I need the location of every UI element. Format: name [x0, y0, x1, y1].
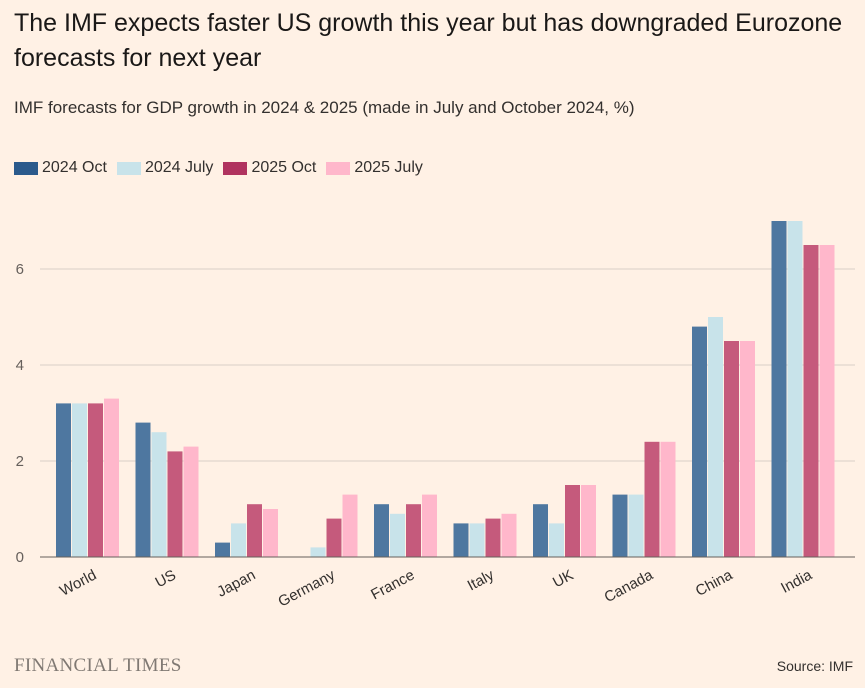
source-note: Source: IMF — [776, 658, 853, 674]
bar-india-2025-july — [819, 245, 835, 557]
bar-canada-2025-july — [660, 441, 676, 557]
bar-world-2025-oct — [88, 403, 103, 557]
y-tick-label-6: 6 — [16, 261, 24, 278]
bar-france-2024-july — [390, 513, 405, 557]
bar-china-2024-july — [708, 317, 723, 557]
bar-france-2024-oct — [374, 504, 389, 557]
x-tick-label-italy: Italy — [465, 566, 498, 594]
bar-us-2024-oct — [135, 422, 151, 557]
bar-world-2025-july — [104, 398, 119, 557]
bar-italy-2024-oct — [453, 523, 469, 557]
bar-france-2025-oct — [406, 504, 421, 557]
bar-japan-2025-oct — [247, 504, 262, 557]
bar-germany-2024-july — [310, 547, 326, 557]
bar-india-2024-july — [787, 221, 803, 557]
bar-japan-2024-oct — [215, 542, 230, 557]
ft-logo: FINANCIAL TIMES — [14, 655, 182, 676]
bar-uk-2025-oct — [565, 485, 580, 557]
legend-label-2025-oct: 2025 Oct — [251, 159, 317, 176]
legend-swatch-2025-oct — [223, 161, 248, 175]
x-tick-label-germany: Germany — [275, 566, 338, 610]
legend-swatch-2025-july — [326, 161, 351, 175]
legend-swatch-2024-oct — [14, 161, 38, 175]
y-tick-label-0: 0 — [16, 549, 24, 566]
x-tick-label-france: France — [368, 567, 417, 604]
bar-china-2025-oct — [724, 341, 739, 557]
x-tick-label-uk: UK — [550, 567, 576, 592]
legend-label-2024-july: 2024 July — [144, 159, 214, 176]
legend-item-2025-oct: 2025 Oct — [223, 159, 316, 177]
legend-swatch-2024-july — [116, 161, 141, 175]
bar-uk-2025-july — [581, 485, 596, 557]
x-tick-label-canada: Canada — [602, 566, 657, 606]
bar-china-2024-oct — [692, 326, 707, 557]
y-tick-label-4: 4 — [16, 357, 24, 374]
chart-title: The IMF expects faster US growth this ye… — [14, 9, 843, 72]
bar-italy-2024-july — [469, 523, 485, 557]
bar-uk-2024-oct — [533, 504, 548, 557]
x-tick-label-us: US — [152, 567, 178, 592]
bar-uk-2024-july — [549, 523, 564, 557]
bar-japan-2025-july — [263, 509, 278, 557]
bar-france-2025-july — [422, 494, 437, 557]
bar-india-2024-oct — [771, 221, 787, 557]
bar-canada-2024-july — [628, 494, 644, 557]
bar-canada-2025-oct — [644, 441, 660, 557]
chart-subtitle: IMF forecasts for GDP growth in 2024 & 2… — [14, 98, 635, 117]
bar-us-2024-july — [151, 432, 167, 557]
bar-germany-2025-july — [342, 494, 358, 557]
bar-us-2025-july — [183, 446, 199, 557]
bar-world-2024-july — [72, 403, 87, 557]
legend-label-2024-oct: 2024 Oct — [42, 159, 107, 176]
bar-india-2025-oct — [803, 245, 819, 557]
legend-item-2024-oct: 2024 Oct — [14, 159, 107, 177]
legend: 2024 Oct 2024 July 2025 Oct 2025 July — [14, 159, 433, 177]
bar-canada-2024-oct — [612, 494, 628, 557]
x-tick-label-japan: Japan — [214, 567, 258, 601]
y-tick-label-2: 2 — [16, 453, 24, 470]
legend-item-2024-july: 2024 July — [116, 159, 214, 177]
bar-germany-2025-oct — [326, 518, 342, 557]
x-tick-label-world: World — [57, 567, 99, 600]
bar-italy-2025-oct — [485, 518, 501, 557]
legend-label-2025-july: 2025 July — [354, 159, 423, 176]
legend-item-2025-july: 2025 July — [326, 159, 423, 177]
x-tick-label-india: India — [778, 566, 815, 597]
bar-japan-2024-july — [231, 523, 246, 557]
bar-italy-2025-july — [501, 513, 517, 557]
bar-world-2024-oct — [56, 403, 71, 557]
bar-us-2025-oct — [167, 451, 183, 557]
x-tick-label-china: China — [693, 566, 736, 600]
bar-china-2025-july — [740, 341, 755, 557]
